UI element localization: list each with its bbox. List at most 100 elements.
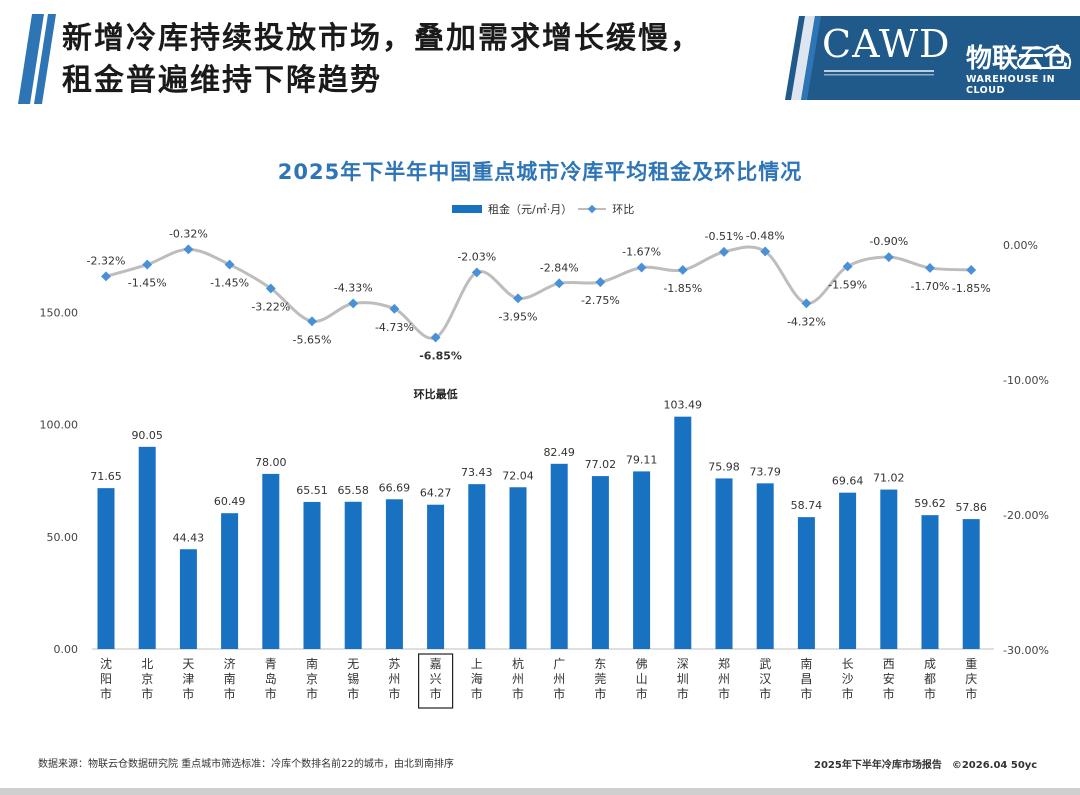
logo-english: WAREHOUSE IN CLOUD	[966, 74, 1056, 96]
logo-subtext-decoration	[824, 70, 934, 76]
footer-source: 数据来源：物联云仓数据研究院 重点城市筛选标准：冷库个数排名前22的城市，由北到…	[38, 759, 454, 770]
bar	[756, 483, 774, 649]
bar-value-label: 90.05	[131, 429, 163, 442]
category-label: 广州市	[553, 657, 565, 701]
bar	[221, 513, 239, 649]
category-label: 杭州市	[512, 656, 524, 701]
line-marker	[389, 303, 400, 314]
line-marker	[636, 262, 647, 273]
bar-value-label: 75.98	[708, 460, 740, 473]
y-right-tick-label: -10.00%	[1003, 374, 1049, 387]
category-label: 沈阳市	[100, 656, 112, 701]
bar-value-label: 82.49	[543, 446, 575, 459]
line-value-label: -1.70%	[911, 280, 950, 293]
legend-bar-swatch	[452, 205, 482, 213]
bar-value-label: 73.43	[461, 466, 493, 479]
line-value-label: -4.73%	[375, 321, 414, 334]
bar	[839, 492, 857, 649]
category-label: 西安市	[883, 657, 895, 701]
category-label: 南京市	[306, 656, 318, 701]
series-line	[105, 245, 972, 340]
category-label: 济南市	[224, 656, 236, 701]
bar	[797, 517, 815, 649]
line-marker	[760, 246, 771, 257]
bar-value-label: 44.43	[173, 531, 205, 544]
line-marker	[883, 252, 894, 263]
category-label: 嘉兴市	[430, 657, 442, 701]
slide-title-line-1: 新增冷库持续投放市场，叠加需求增长缓慢，	[62, 21, 702, 56]
category-label: 青岛市	[265, 657, 277, 701]
category-label: 无锡市	[347, 657, 359, 701]
legend-line-label: 环比	[612, 203, 635, 216]
logo-band	[785, 16, 1080, 100]
line-marker	[595, 277, 606, 288]
line-marker	[801, 298, 812, 309]
lowest-annotation: 环比最低	[414, 387, 458, 401]
bar-value-label: 71.65	[90, 470, 122, 483]
category-label: 天津市	[182, 657, 194, 701]
bar	[962, 519, 980, 649]
line-marker	[719, 246, 729, 257]
category-label: 深圳市	[677, 657, 689, 701]
line-value-label: -3.95%	[499, 310, 538, 323]
line-marker	[513, 293, 523, 304]
line-value-label: -4.32%	[787, 315, 826, 328]
bar	[921, 515, 939, 649]
y-left-tick-label: 0.00	[54, 643, 79, 656]
bar-value-label: 71.02	[873, 472, 905, 485]
line-marker	[224, 259, 235, 270]
line-marker	[101, 271, 111, 282]
y-left-tick-label: 50.00	[47, 531, 79, 544]
category-label: 南昌市	[800, 656, 812, 701]
category-label: 北京市	[141, 657, 153, 701]
highlight-box	[418, 653, 454, 709]
bar	[179, 549, 197, 649]
line-value-label: -2.75%	[581, 294, 620, 307]
bar	[385, 499, 403, 649]
line-value-label: -1.85%	[952, 282, 991, 295]
line-marker	[183, 244, 194, 255]
line-value-label: -6.85%	[419, 349, 462, 362]
chart-legend: 租金（元/㎡·月） 环比	[452, 201, 634, 217]
bottom-strip	[0, 788, 1080, 795]
line-value-label: -1.59%	[828, 278, 867, 291]
bar-value-label: 57.86	[955, 501, 987, 514]
line-marker	[554, 278, 565, 289]
bar-value-label: 79.11	[626, 453, 658, 466]
category-label: 上海市	[471, 657, 483, 701]
bar	[591, 476, 609, 649]
line-value-label: -1.45%	[128, 277, 167, 290]
bar	[509, 487, 527, 649]
bar-value-label: 78.00	[255, 456, 287, 469]
line-marker	[966, 265, 977, 275]
y-right-tick-label: -20.00%	[1003, 509, 1049, 522]
y-left-tick-label: 100.00	[40, 419, 79, 432]
line-marker	[307, 316, 317, 327]
bar-value-label: 65.51	[296, 484, 328, 497]
legend-bar-label: 租金（元/㎡·月）	[488, 203, 573, 216]
bar-value-label: 103.49	[664, 399, 703, 412]
logo-cawd: CAWD	[822, 22, 951, 66]
category-label: 佛山市	[636, 657, 648, 701]
category-label: 武汉市	[759, 657, 771, 701]
bar-value-label: 77.02	[585, 458, 617, 471]
chart-title: 2025年下半年中国重点城市冷库平均租金及环比情况	[277, 160, 803, 184]
bar-value-label: 58.74	[791, 499, 823, 512]
line-value-label: -0.90%	[869, 235, 908, 248]
slide-title: 新增冷库持续投放市场，叠加需求增长缓慢， 租金普遍维持下降趋势	[62, 18, 762, 102]
legend-line-swatch	[578, 204, 607, 214]
bar	[97, 488, 115, 649]
bar	[344, 501, 362, 649]
bar	[303, 501, 321, 649]
line-value-label: -2.84%	[540, 261, 579, 274]
bar	[880, 489, 898, 649]
line-value-label: -1.85%	[663, 282, 702, 295]
category-label: 苏州市	[388, 657, 400, 701]
bar	[633, 471, 651, 649]
bar-value-label: 73.79	[749, 465, 781, 478]
line-value-label: -0.32%	[169, 227, 208, 240]
line-marker	[471, 267, 482, 278]
line-value-label: -2.03%	[457, 250, 496, 263]
